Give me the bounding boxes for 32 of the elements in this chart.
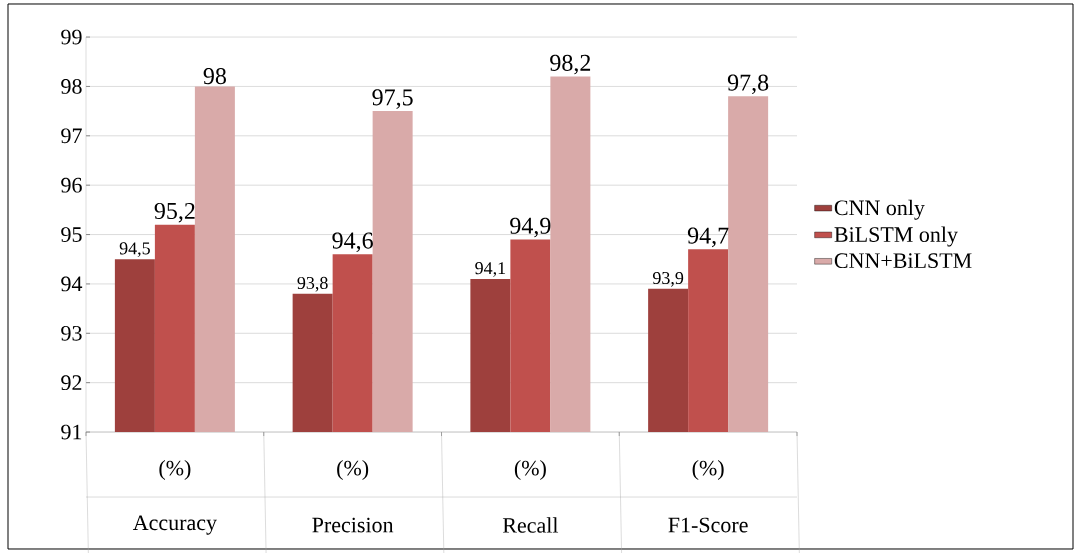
data-label: 93,8 [297,276,328,292]
y-tick-label: 91 [61,424,82,440]
y-tick-label: 99 [61,29,82,45]
text: (%) [514,460,546,481]
x-tick-label: Precision [312,517,394,533]
x-tick-label: Accuracy [132,515,217,535]
data-label: 97,8 [727,74,769,95]
data-label: 98,2 [550,54,591,75]
x-tick-label: F1-Score [668,517,748,533]
y-tick-label: 97 [61,128,82,144]
data-label: 94,9 [510,217,551,238]
y-tick-label: 92 [61,375,82,391]
data-label: 97,5 [372,89,413,109]
data-label: 94,5 [119,242,150,258]
text: (%) [337,460,369,481]
x-tick-label: Recall [502,517,559,533]
y-tick-label: 98 [61,79,82,94]
y-tick-label: 93 [61,325,82,341]
data-label: 98 [203,68,226,85]
y-tick-label: 96 [61,177,82,193]
text: (%) [159,460,191,481]
data-label: 94,6 [332,232,373,253]
data-label: 94,1 [475,262,506,277]
text: (%) [692,460,724,481]
data-label: 94,7 [687,227,729,248]
legend-label: CNN+BiLSTM [834,253,972,269]
data-label: 95,2 [154,202,195,223]
legend-label: BiLSTM only [834,226,958,247]
data-label: 93,9 [652,271,684,287]
legend-label: CNN only [834,199,925,220]
y-tick-label: 95 [61,227,82,242]
y-tick-label: 94 [61,276,83,292]
